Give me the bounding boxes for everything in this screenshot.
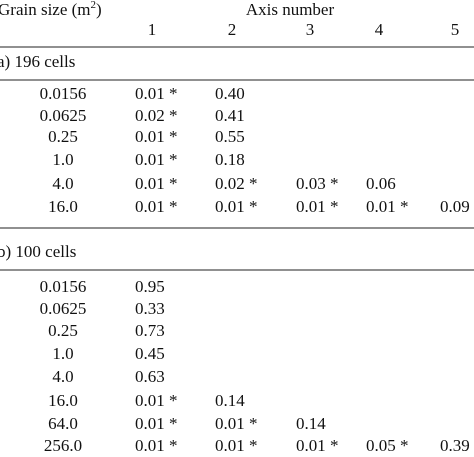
cell-value: 0.01 * — [296, 436, 339, 455]
cell-value: 0.01 * — [135, 414, 178, 433]
cell-value: 0.01 * — [296, 197, 339, 216]
cell-value: 0.01 * — [135, 127, 178, 146]
grain-size: 16.0 — [48, 391, 78, 410]
cell-value: 0.01 * — [135, 150, 178, 169]
cell-value: 0.73 — [135, 321, 165, 340]
cell-value: 0.33 — [135, 299, 165, 318]
cell-value: 0.01 * — [366, 197, 409, 216]
grain-size-label: Grain size (m — [0, 0, 91, 19]
column-number: 2 — [228, 20, 237, 39]
cell-value: 0.14 — [215, 391, 245, 410]
cell-value: 0.01 * — [135, 84, 178, 103]
cell-value: 0.01 * — [135, 436, 178, 455]
cell-value: 0.09 — [440, 197, 470, 216]
axis-header: Axis number — [246, 0, 335, 19]
cell-value: 0.14 — [296, 414, 326, 433]
grain-size: 0.0156 — [40, 277, 87, 296]
grain-size-close: ) — [96, 0, 102, 19]
cell-value: 0.55 — [215, 127, 245, 146]
column-number: 1 — [148, 20, 157, 39]
column-number: 5 — [451, 20, 460, 39]
cell-value: 0.01 * — [215, 197, 258, 216]
grain-size-sup: 2 — [91, 0, 97, 11]
grain-size: 64.0 — [48, 414, 78, 433]
cell-value: 0.63 — [135, 367, 165, 386]
cell-value: 0.01 * — [135, 391, 178, 410]
cell-value: 0.02 * — [215, 174, 258, 193]
grain-size: 1.0 — [52, 344, 73, 363]
grain-size: 256.0 — [44, 436, 82, 455]
cell-value: 0.01 * — [135, 174, 178, 193]
grain-size: 0.25 — [48, 321, 78, 340]
grain-size-header: Grain size (m2) — [0, 0, 102, 19]
cell-value: 0.06 — [366, 174, 396, 193]
section-label: b) 100 cells — [0, 242, 76, 261]
cell-value: 0.41 — [215, 106, 245, 125]
grain-size: 4.0 — [52, 174, 73, 193]
grain-size: 16.0 — [48, 197, 78, 216]
cell-value: 0.95 — [135, 277, 165, 296]
column-number: 3 — [306, 20, 315, 39]
section-label: a) 196 cells — [0, 52, 75, 71]
grain-size: 0.25 — [48, 127, 78, 146]
grain-size: 0.0625 — [40, 106, 87, 125]
grain-size: 4.0 — [52, 367, 73, 386]
cell-value: 0.39 — [440, 436, 470, 455]
column-number: 4 — [375, 20, 384, 39]
grain-size: 0.0156 — [40, 84, 87, 103]
cell-value: 0.02 * — [135, 106, 178, 125]
cell-value: 0.40 — [215, 84, 245, 103]
cell-value: 0.01 * — [215, 414, 258, 433]
cell-value: 0.18 — [215, 150, 245, 169]
cell-value: 0.01 * — [215, 436, 258, 455]
cell-value: 0.01 * — [135, 197, 178, 216]
cell-value: 0.45 — [135, 344, 165, 363]
grain-size: 1.0 — [52, 150, 73, 169]
cell-value: 0.03 * — [296, 174, 339, 193]
grain-size: 0.0625 — [40, 299, 87, 318]
cell-value: 0.05 * — [366, 436, 409, 455]
